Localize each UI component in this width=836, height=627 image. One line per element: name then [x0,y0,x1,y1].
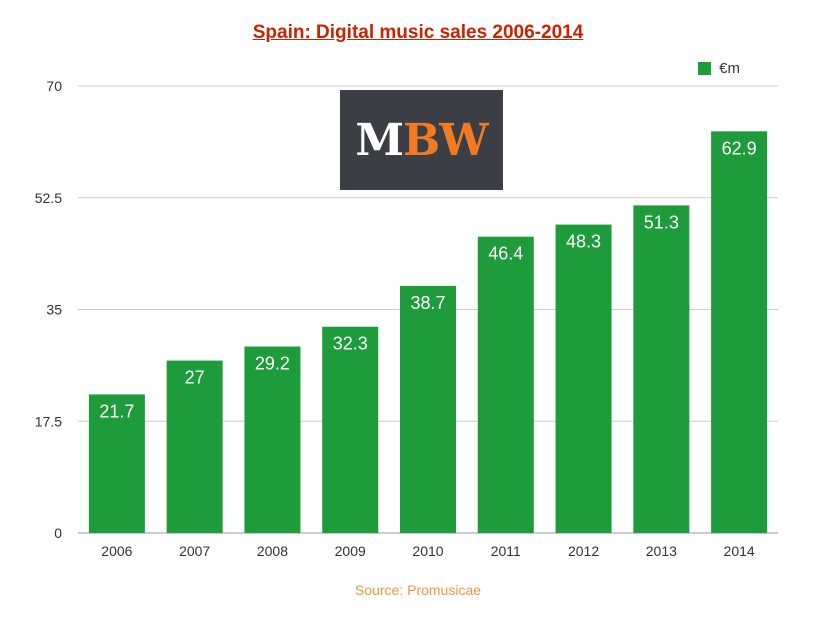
bar [555,224,612,533]
x-tick-label: 2013 [646,543,677,559]
chart-title: Spain: Digital music sales 2006-2014 [252,22,584,43]
bar-value-label: 27 [185,368,205,388]
bar [322,326,379,533]
x-tick-label: 2006 [101,543,132,559]
bar [633,205,690,534]
bar-value-label: 48.3 [566,232,601,252]
legend-label: €m [719,60,740,77]
bar [711,131,768,534]
bar-value-label: 29.2 [255,354,290,374]
legend-swatch [698,62,712,75]
y-tick-label: 70 [46,78,62,94]
x-tick-label: 2007 [179,543,210,559]
y-tick-label: 0 [54,525,62,541]
y-tick-label: 52.5 [35,190,62,206]
bar [400,285,456,533]
x-tick-label: 2014 [724,543,755,559]
y-tick-label: 17.5 [35,413,62,429]
x-tick-label: 2011 [491,543,521,559]
bar-value-label: 38.7 [410,293,445,313]
bar [244,346,301,533]
x-tick-label: 2012 [568,543,599,559]
x-tick-label: 2010 [412,543,443,559]
x-tick-label: 2008 [257,543,288,559]
x-tick-label: 2009 [335,543,366,559]
bar [477,236,534,533]
y-tick-label: 35 [46,302,62,318]
mbw-logo: M BW [340,90,503,190]
bar [88,394,145,533]
bar-value-label: 62.9 [722,138,757,158]
bar-value-label: 21.7 [99,401,134,421]
bar-value-label: 46.4 [488,244,523,264]
bar-value-label: 32.3 [333,334,368,354]
bar-value-label: 51.3 [644,212,679,232]
bar [166,360,223,533]
chart-source: Source: Promusicae [354,582,482,598]
chart-legend: €m [698,60,740,77]
